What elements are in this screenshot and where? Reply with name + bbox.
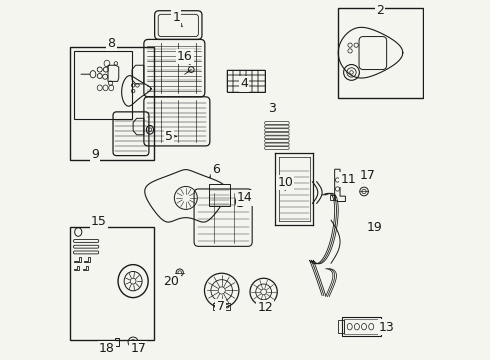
Text: 20: 20 (164, 275, 179, 288)
Text: 19: 19 (367, 221, 383, 234)
Text: 3: 3 (268, 102, 275, 115)
Text: 9: 9 (91, 148, 99, 161)
Text: 18: 18 (99, 342, 115, 355)
FancyBboxPatch shape (71, 226, 153, 339)
FancyBboxPatch shape (227, 69, 265, 92)
Text: 17: 17 (130, 342, 146, 355)
Text: 5: 5 (165, 130, 173, 143)
FancyBboxPatch shape (338, 8, 422, 98)
FancyBboxPatch shape (71, 47, 153, 160)
Text: 14: 14 (237, 192, 253, 204)
FancyBboxPatch shape (342, 317, 381, 336)
Text: 12: 12 (257, 301, 273, 314)
Text: 10: 10 (277, 176, 293, 189)
Text: 1: 1 (172, 12, 180, 24)
Text: 13: 13 (379, 320, 394, 333)
Text: 4: 4 (241, 77, 248, 90)
Text: 15: 15 (91, 215, 107, 228)
Text: 11: 11 (341, 173, 356, 186)
FancyBboxPatch shape (209, 184, 230, 206)
Text: 6: 6 (212, 163, 220, 176)
Text: 16: 16 (177, 50, 193, 63)
Text: 2: 2 (376, 4, 384, 17)
Text: 17: 17 (360, 169, 375, 182)
Text: 8: 8 (108, 37, 116, 50)
Text: 7: 7 (217, 300, 224, 313)
FancyBboxPatch shape (74, 51, 132, 119)
